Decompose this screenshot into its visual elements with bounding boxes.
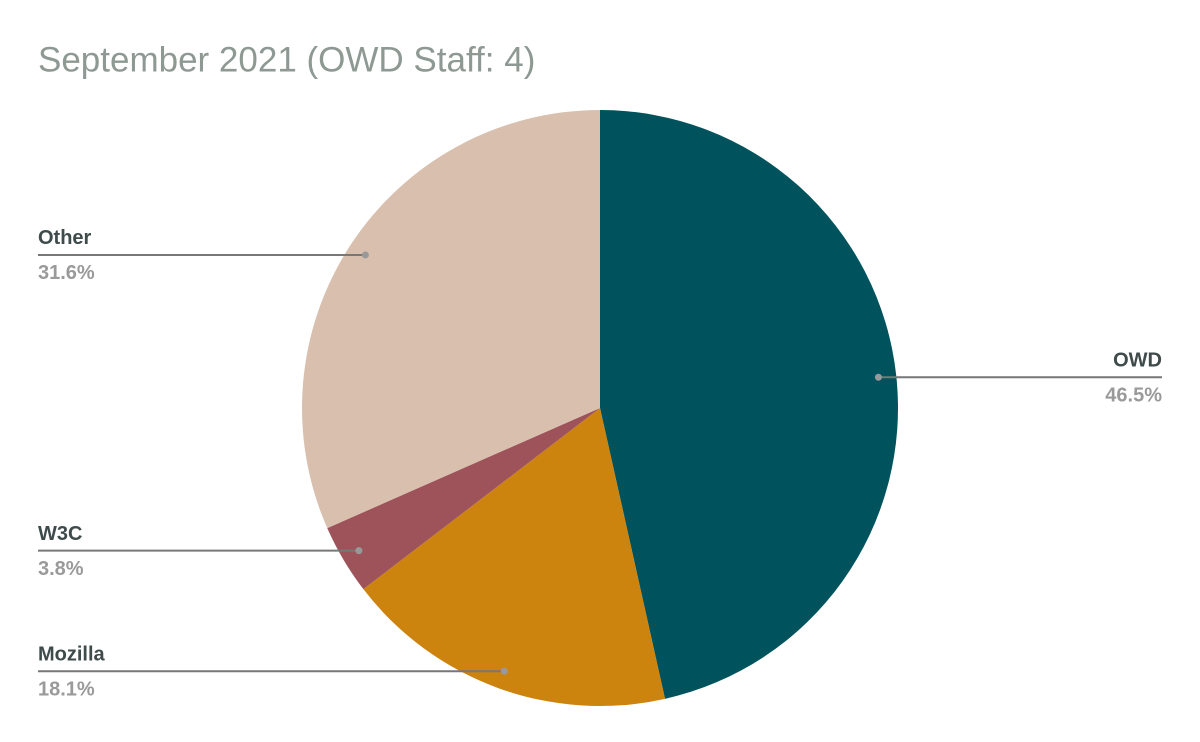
pie-slice xyxy=(301,110,600,529)
leader-dot xyxy=(355,547,363,555)
chart-title: September 2021 (OWD Staff: 4) xyxy=(38,40,535,79)
slice-label: Other xyxy=(38,227,92,249)
slice-value-label: 3.8% xyxy=(38,558,84,580)
leader-dot xyxy=(874,373,882,381)
leader-dot xyxy=(361,251,369,259)
slice-value-label: 18.1% xyxy=(38,679,95,701)
slice-value-label: 46.5% xyxy=(1105,385,1162,407)
pie-slice xyxy=(327,408,600,590)
slice-label: OWD xyxy=(1113,350,1162,372)
slice-label: W3C xyxy=(38,523,82,545)
pie-slice xyxy=(600,110,898,699)
slice-label: Mozilla xyxy=(38,644,106,666)
leader-dot xyxy=(500,667,508,675)
slice-value-label: 31.6% xyxy=(38,262,95,284)
pie-slice xyxy=(363,408,666,706)
